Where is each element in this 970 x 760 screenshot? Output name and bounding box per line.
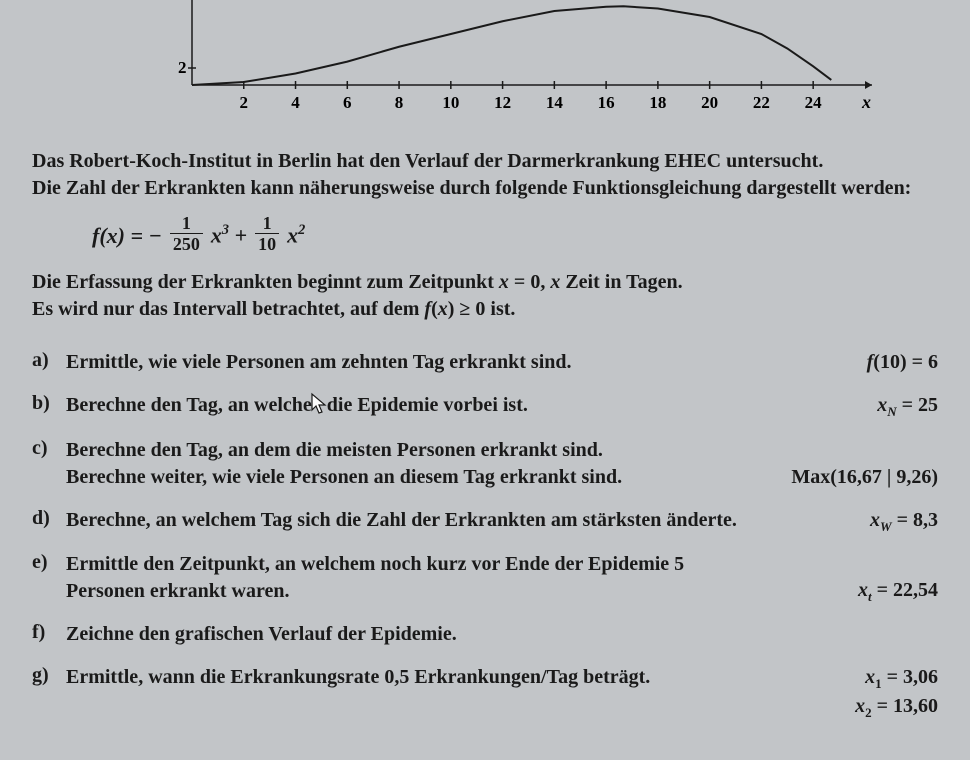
x-arrow xyxy=(865,81,872,89)
q-text-pre: Berechne den Tag, an welche xyxy=(66,394,312,416)
frac2-den: 10 xyxy=(255,234,279,253)
q-c-line1: Berechne den Tag, an dem die meisten Per… xyxy=(66,439,603,461)
svg-text:24: 24 xyxy=(805,93,823,112)
q-text: Ermittle, wann die Erkrankungsrate 0,5 E… xyxy=(66,664,768,691)
ans-post: = 8,3 xyxy=(892,509,938,531)
cursor-icon xyxy=(312,396,327,416)
ans-sub: W xyxy=(880,519,892,534)
q-answer: x1 = 3,06 x2 = 13,60 xyxy=(768,664,938,721)
q-answer: Max(16,67 | 9,26) xyxy=(768,464,938,491)
intro-line-1: Das Robert-Koch-Institut in Berlin hat d… xyxy=(32,150,823,172)
formula-lhs: f(x) = − xyxy=(92,223,162,249)
ans-text: Max(16,67 | 9,26) xyxy=(791,466,938,488)
svg-text:14: 14 xyxy=(546,93,564,112)
q-c-line2: Berechne weiter, wie viele Personen an d… xyxy=(66,466,622,488)
q-answer: xW = 8,3 xyxy=(768,507,938,536)
q-text-post: die Epidemie vorbei ist. xyxy=(327,394,528,416)
fraction-1: 1 250 xyxy=(170,214,203,253)
frac1-den: 250 xyxy=(170,234,203,253)
chart-fragment: 2 24681012141618202224 x xyxy=(172,0,938,120)
question-d: d) Berechne, an welchem Tag sich die Zah… xyxy=(32,507,938,536)
svg-text:16: 16 xyxy=(598,93,615,112)
svg-text:20: 20 xyxy=(701,93,718,112)
q-label: d) xyxy=(32,507,66,530)
svg-text:2: 2 xyxy=(240,93,249,112)
question-e: e) Ermittle den Zeitpunkt, an welchem no… xyxy=(32,551,938,605)
frac1-num: 1 xyxy=(170,214,203,234)
q-text: Berechne den Tag, an dem die meisten Per… xyxy=(66,437,768,491)
q-label: e) xyxy=(32,551,66,574)
question-c: c) Berechne den Tag, an dem die meisten … xyxy=(32,437,938,491)
q-label: b) xyxy=(32,392,66,415)
frac2-num: 1 xyxy=(255,214,279,234)
ans-post: = 22,54 xyxy=(872,579,938,601)
svg-text:18: 18 xyxy=(649,93,666,112)
intro-paragraph: Das Robert-Koch-Institut in Berlin hat d… xyxy=(32,148,938,202)
q-label: g) xyxy=(32,664,66,687)
formula: f(x) = − 1 250 x3 + 1 10 x2 xyxy=(92,216,938,255)
q-text: Ermittle, wie viele Personen am zehnten … xyxy=(66,349,768,376)
svg-text:10: 10 xyxy=(442,93,459,112)
q-answer: xt = 22,54 xyxy=(768,577,938,606)
q-text: Berechne den Tag, an welche die Epidemie … xyxy=(66,392,768,419)
document-page: 2 24681012141618202224 x Das Robert-Koch… xyxy=(0,0,970,757)
question-b: b) Berechne den Tag, an welche die Epidem… xyxy=(32,392,938,421)
svg-text:12: 12 xyxy=(494,93,511,112)
question-a: a) Ermittle, wie viele Personen am zehnt… xyxy=(32,349,938,376)
svg-text:8: 8 xyxy=(395,93,404,112)
formula-x3: x3 + xyxy=(211,222,247,248)
svg-text:22: 22 xyxy=(753,93,770,112)
q-label: a) xyxy=(32,349,66,372)
q-label: c) xyxy=(32,437,66,460)
svg-text:6: 6 xyxy=(343,93,352,112)
x-axis-label: x xyxy=(861,92,871,112)
ans1-post: = 3,06 xyxy=(882,666,938,688)
erfassung-line-1: Die Erfassung der Erkrankten beginnt zum… xyxy=(32,271,683,293)
ans-sub: N xyxy=(887,404,896,419)
intro-line-2: Die Zahl der Erkrankten kann näherungswe… xyxy=(32,177,911,199)
q-text: Ermittle den Zeitpunkt, an welchem noch … xyxy=(66,551,768,605)
y-tick-label: 2 xyxy=(178,58,187,77)
erfassung-paragraph: Die Erfassung der Erkrankten beginnt zum… xyxy=(32,269,938,323)
curve xyxy=(192,6,831,85)
q-text: Berechne, an welchem Tag sich die Zahl d… xyxy=(66,507,768,534)
formula-x2: x2 xyxy=(287,222,305,248)
q-answer: xN = 25 xyxy=(768,392,938,421)
question-g: g) Ermittle, wann die Erkrankungsrate 0,… xyxy=(32,664,938,721)
chart-svg: 2 24681012141618202224 x xyxy=(172,0,892,120)
ans-post: = 25 xyxy=(897,394,938,416)
q-text: Zeichne den grafischen Verlauf der Epide… xyxy=(66,621,768,648)
ans2-post: = 13,60 xyxy=(872,695,938,717)
question-f: f) Zeichne den grafischen Verlauf der Ep… xyxy=(32,621,938,648)
questions-list: a) Ermittle, wie viele Personen am zehnt… xyxy=(32,349,938,721)
fraction-2: 1 10 xyxy=(255,214,279,253)
erfassung-line-2: Es wird nur das Intervall betrachtet, au… xyxy=(32,298,515,320)
q-label: f) xyxy=(32,621,66,644)
q-answer: f(10) = 6 xyxy=(768,349,938,376)
svg-text:4: 4 xyxy=(291,93,300,112)
